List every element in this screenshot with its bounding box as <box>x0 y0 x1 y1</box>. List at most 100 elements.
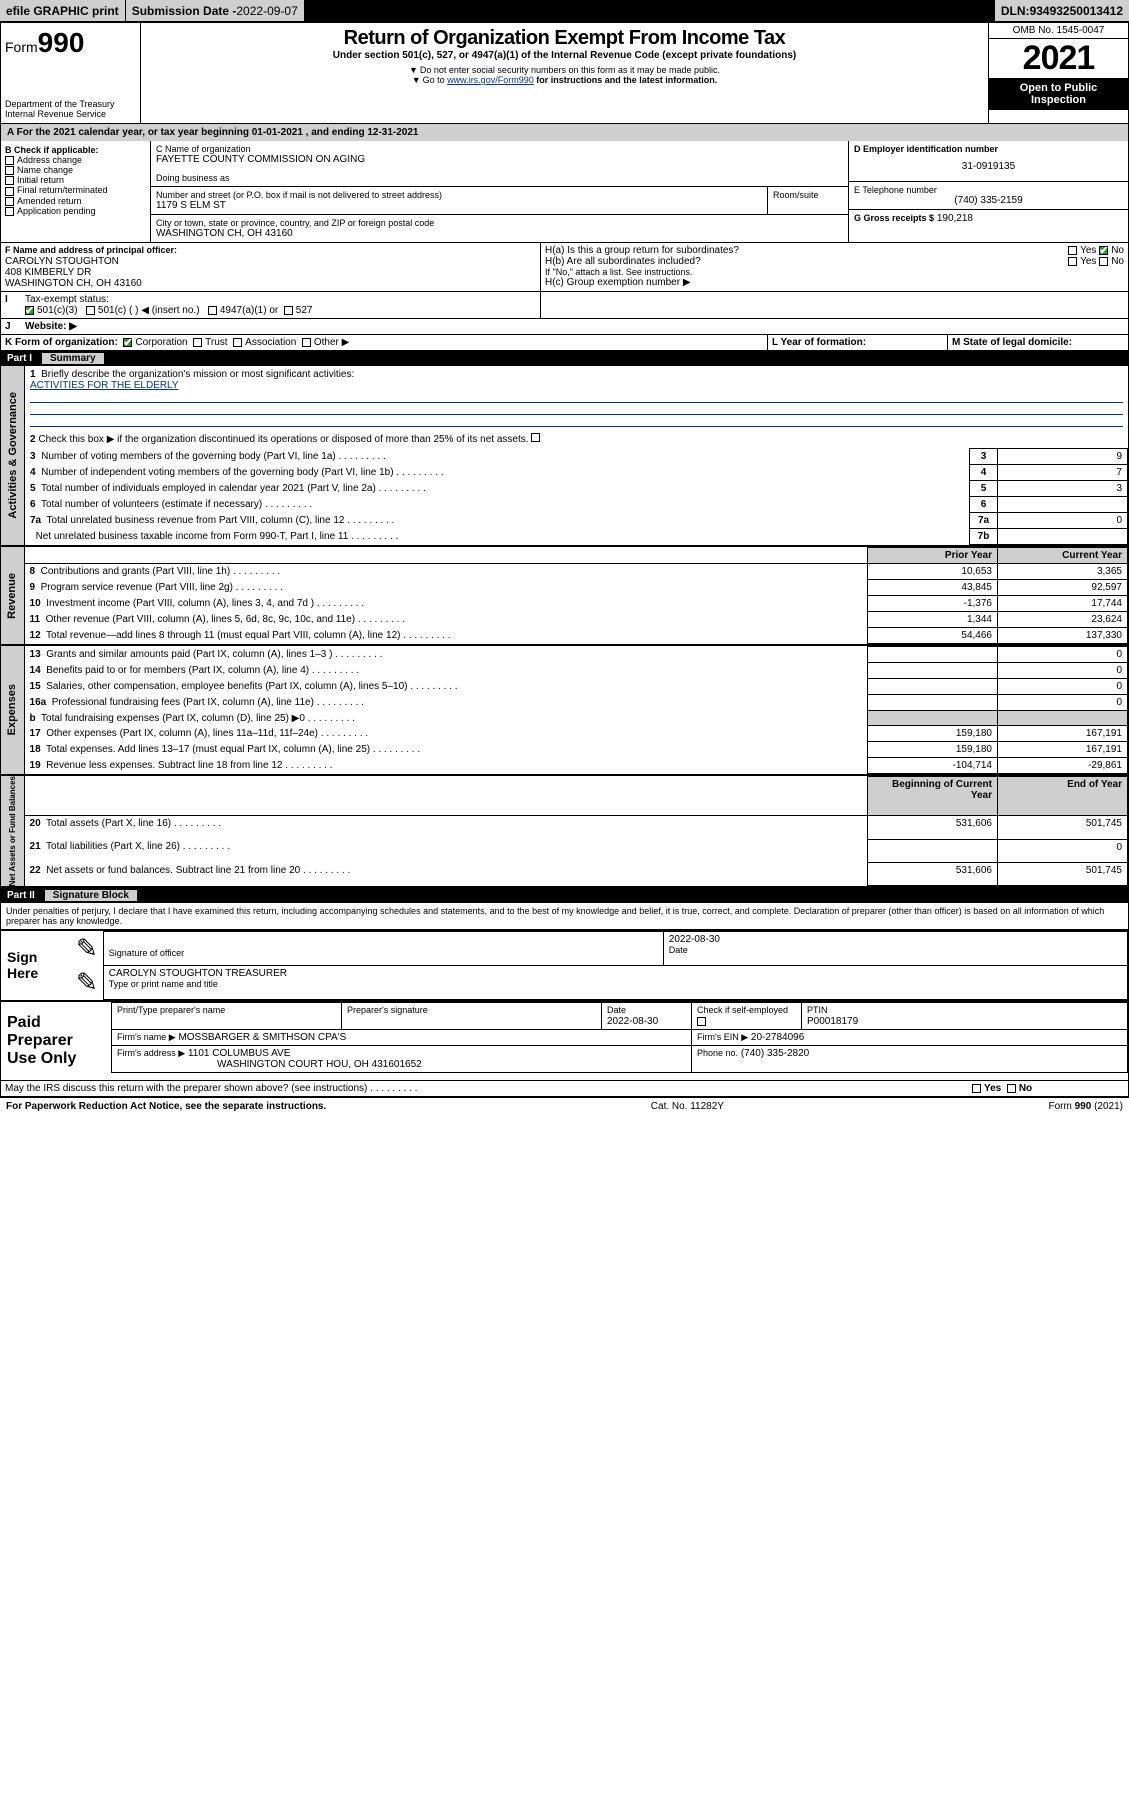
check-final-return[interactable] <box>5 187 14 196</box>
officer-addr2: WASHINGTON CH, OH 43160 <box>5 278 142 289</box>
part-2-header: Part II Signature Block <box>1 888 1128 903</box>
org-name: FAYETTE COUNTY COMMISSION ON AGING <box>156 154 843 165</box>
vtab-net-assets-label: Net Assets or Fund Balances <box>8 776 17 886</box>
check-ha-no[interactable] <box>1099 246 1108 255</box>
form-header: Form990 Department of the Treasury Inter… <box>1 23 1128 124</box>
net-assets-table: Beginning of Current YearEnd of Year 20 … <box>25 776 1128 886</box>
opt-527: 527 <box>296 305 313 316</box>
vtab-revenue: Revenue <box>1 547 25 644</box>
form-subtitle-1: Under section 501(c), 527, or 4947(a)(1)… <box>145 50 984 61</box>
table-row: Net unrelated business taxable income fr… <box>25 529 1128 545</box>
col-prior: Prior Year <box>945 550 992 561</box>
check-association[interactable] <box>233 338 242 347</box>
check-other[interactable] <box>302 338 311 347</box>
box-h: H(a) Is this a group return for subordin… <box>541 243 1128 291</box>
check-ha-yes[interactable] <box>1068 246 1077 255</box>
check-irs-yes[interactable] <box>972 1084 981 1093</box>
submission-date-value: 2022-09-07 <box>236 4 297 18</box>
table-row: 22 Net assets or fund balances. Subtract… <box>25 863 1128 886</box>
opt-other: Other ▶ <box>314 337 349 348</box>
opt-application-pending: Application pending <box>17 206 96 216</box>
q2-text: Check this box ▶ if the organization dis… <box>38 434 528 445</box>
table-row: 11 Other revenue (Part VIII, column (A),… <box>25 612 1128 628</box>
submission-date: Submission Date - 2022-09-07 <box>126 0 305 21</box>
form-no: 990 <box>38 27 85 58</box>
firm-ein-label: Firm's EIN ▶ <box>697 1032 748 1042</box>
check-name-change[interactable] <box>5 166 14 175</box>
check-501c3[interactable] <box>25 306 34 315</box>
box-m: M State of legal domicile: <box>948 335 1128 350</box>
check-trust[interactable] <box>193 338 202 347</box>
check-527[interactable] <box>284 306 293 315</box>
part-1-label: Part I <box>7 353 32 364</box>
preparer-name-label: Print/Type preparer's name <box>117 1005 225 1015</box>
firm-addr-label: Firm's address ▶ <box>117 1048 185 1058</box>
table-row: 3 Number of voting members of the govern… <box>25 449 1128 465</box>
ptin-value: P00018179 <box>807 1016 858 1027</box>
firm-ein: 20-2784096 <box>751 1032 804 1043</box>
sig-officer-label: Signature of officer <box>109 948 184 958</box>
dept-irs: Internal Revenue Service <box>5 109 136 119</box>
table-row: 7a Total unrelated business revenue from… <box>25 513 1128 529</box>
opt-association: Association <box>245 337 296 348</box>
check-corporation[interactable] <box>123 338 132 347</box>
revenue-section: Revenue Prior YearCurrent Year 8 Contrib… <box>1 547 1128 646</box>
dln-value: 93493250013412 <box>1030 4 1123 18</box>
section-b-c-d: B Check if applicable: Address change Na… <box>1 141 1128 243</box>
table-row: 8 Contributions and grants (Part VIII, l… <box>25 564 1128 580</box>
ptin-label: PTIN <box>807 1005 828 1015</box>
box-c: C Name of organization FAYETTE COUNTY CO… <box>151 141 848 242</box>
vtab-expenses: Expenses <box>1 646 25 774</box>
vtab-expenses-label: Expenses <box>6 684 18 735</box>
form-prefix: Form <box>5 39 38 55</box>
open-inspection: Open to Public Inspection <box>989 78 1128 110</box>
sig-date-label: Date <box>669 945 688 955</box>
check-4947[interactable] <box>208 306 217 315</box>
check-hb-yes[interactable] <box>1068 257 1077 266</box>
hb-label: H(b) Are all subordinates included? <box>545 256 701 267</box>
check-irs-no[interactable] <box>1007 1084 1016 1093</box>
part-1-title: Summary <box>42 353 104 364</box>
check-501c[interactable] <box>86 306 95 315</box>
opt-501c3: 501(c)(3) <box>37 305 78 316</box>
line-a-end: 12-31-2021 <box>367 127 418 138</box>
header-right: OMB No. 1545-0047 2021 Open to Public In… <box>988 23 1128 123</box>
check-application-pending[interactable] <box>5 207 14 216</box>
dln: DLN: 93493250013412 <box>995 0 1129 21</box>
check-initial-return[interactable] <box>5 176 14 185</box>
street-block: Number and street (or P.O. box if mail i… <box>151 187 848 215</box>
ha-label: H(a) Is this a group return for subordin… <box>545 245 739 256</box>
check-address-change[interactable] <box>5 156 14 165</box>
city-value: WASHINGTON CH, OH 43160 <box>156 228 843 239</box>
form-org-label: K Form of organization: <box>5 337 118 348</box>
ein-label: D Employer identification number <box>854 144 998 154</box>
check-amended-return[interactable] <box>5 197 14 206</box>
form-title: Return of Organization Exempt From Incom… <box>145 27 984 50</box>
box-f: F Name and address of principal officer:… <box>1 243 541 291</box>
vtab-revenue-label: Revenue <box>6 573 18 619</box>
table-row: 20 Total assets (Part X, line 16)531,606… <box>25 816 1128 839</box>
table-row: 19 Revenue less expenses. Subtract line … <box>25 758 1128 774</box>
org-name-block: C Name of organization FAYETTE COUNTY CO… <box>151 141 848 187</box>
form990-link[interactable]: www.irs.gov/Form990 <box>447 75 534 85</box>
gross-label: G Gross receipts $ <box>854 213 934 223</box>
opt-amended-return: Amended return <box>17 196 82 206</box>
website-label: Website: ▶ <box>25 321 77 332</box>
opt-name-change: Name change <box>17 165 73 175</box>
irs-no: No <box>1019 1083 1032 1094</box>
check-discontinued[interactable] <box>531 433 540 442</box>
mission-text[interactable]: ACTIVITIES FOR THE ELDERLY <box>30 380 179 391</box>
box-l: L Year of formation: <box>768 335 948 350</box>
table-row: 12 Total revenue—add lines 8 through 11 … <box>25 628 1128 644</box>
line-a-begin: 01-01-2021 <box>252 127 303 138</box>
table-row: 13 Grants and similar amounts paid (Part… <box>25 647 1128 663</box>
omb-number: OMB No. 1545-0047 <box>989 23 1128 39</box>
check-hb-no[interactable] <box>1099 257 1108 266</box>
table-row: 10 Investment income (Part VIII, column … <box>25 596 1128 612</box>
table-row: 9 Program service revenue (Part VIII, li… <box>25 580 1128 596</box>
expenses-table: 13 Grants and similar amounts paid (Part… <box>25 646 1128 774</box>
org-name-label: C Name of organization <box>156 144 843 154</box>
type-name-label: Type or print name and title <box>109 979 218 989</box>
check-self-employed[interactable] <box>697 1017 706 1026</box>
phone-label: E Telephone number <box>854 185 1123 195</box>
